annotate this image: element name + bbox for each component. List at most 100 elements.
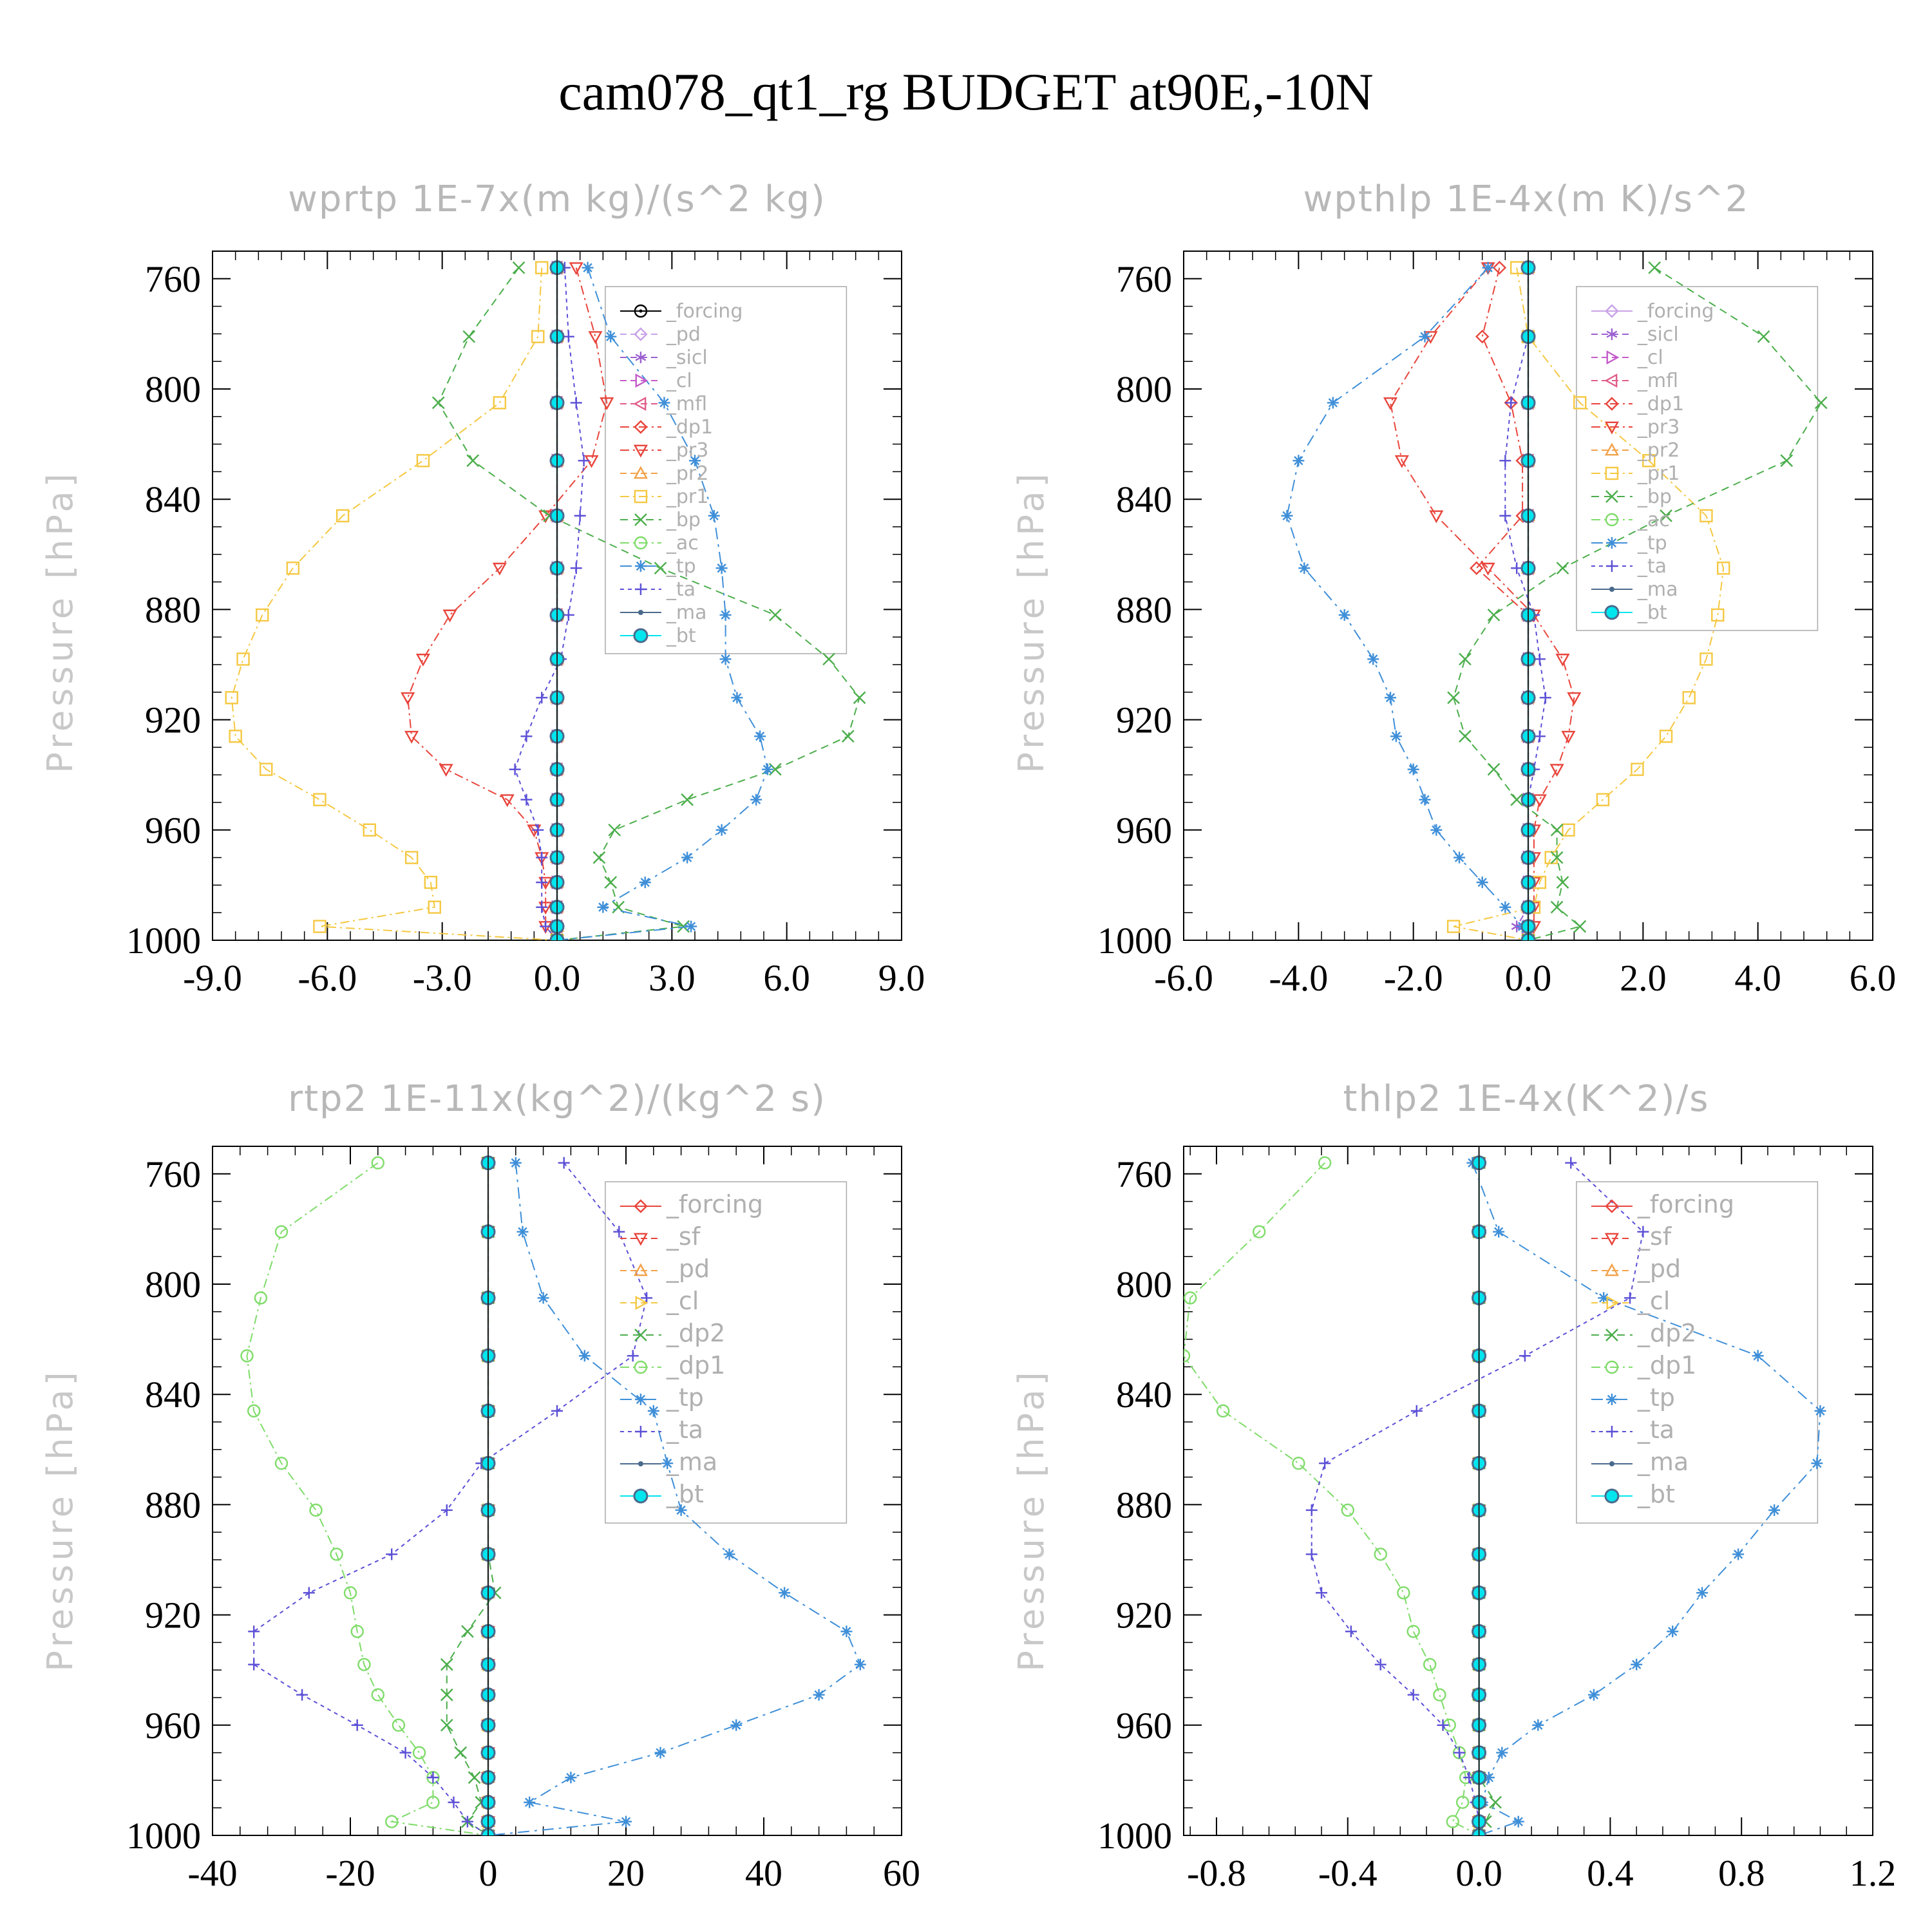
data-point-pr3: [1481, 562, 1495, 576]
legend-marker: [1605, 490, 1618, 503]
legend-marker: [1605, 1329, 1618, 1341]
legend-label: _forcing: [1637, 300, 1714, 323]
plot-frame: [1183, 1146, 1873, 1836]
y-tick-label: 840: [145, 1374, 201, 1416]
data-point-ta: [1319, 1457, 1331, 1470]
x-tick-label: -40: [187, 1852, 237, 1894]
data-point-pr1: [1631, 762, 1644, 776]
data-point-tp: [1419, 330, 1431, 343]
data-point-tp: [620, 1815, 632, 1828]
data-point-dp1: [1292, 1456, 1305, 1470]
legend-marker: [1605, 304, 1619, 318]
legend-label: _mfl: [666, 393, 707, 415]
y-tick-label: 840: [1116, 1374, 1172, 1416]
data-point-pr3: [600, 397, 614, 410]
legend-marker: [1605, 466, 1619, 480]
legend-marker: [634, 1329, 647, 1341]
data-point-ta: [540, 920, 552, 933]
data-point-ta: [1374, 1658, 1387, 1671]
legend-label: _pr1: [1637, 462, 1680, 485]
legend-label: _ma: [1637, 578, 1678, 601]
legend-marker: [638, 1461, 643, 1466]
data-point-dp1: [343, 1586, 357, 1600]
data-point-ta: [551, 1405, 563, 1417]
data-point-bp: [841, 730, 855, 743]
legend-marker: [1604, 373, 1618, 388]
legend-marker: [1605, 397, 1619, 411]
data-point-ta: [1499, 509, 1511, 522]
panel-thlp2: thlp2 1E-4x(K^2)/s Pressure [hPa] -0.8 -0…: [1011, 1078, 1896, 1894]
data-point-pr1: [1596, 793, 1610, 806]
legend-marker: [635, 373, 649, 388]
data-point-bp: [466, 454, 480, 468]
series-line-tp: [1286, 267, 1529, 940]
data-point-pr1: [416, 454, 430, 468]
data-point-ta: [1505, 397, 1517, 409]
data-point-bp: [681, 793, 694, 806]
legend-label: _dp1: [666, 1351, 725, 1379]
data-point-pr1: [424, 875, 438, 889]
legend-label: _tp: [1637, 532, 1667, 554]
data-point-tp: [708, 509, 720, 522]
data-point-ta: [562, 330, 574, 343]
data-point-ta: [1407, 1689, 1419, 1701]
series-line-ta: [514, 267, 585, 940]
legend-marker: [1604, 605, 1620, 620]
legend-label: _dp1: [666, 416, 713, 439]
plot-area-thlp2: -0.8 -0.4 0.0 0.4 0.8 1.2 760 800 840 880 920 960 10…: [1097, 1146, 1896, 1894]
y-axis-label-thlp2: Pressure [hPa]: [1011, 1368, 1052, 1671]
y-tick-label: 1000: [126, 920, 201, 961]
data-point-dp1: [426, 1795, 440, 1809]
data-point-ta: [536, 692, 548, 704]
data-point-bp: [1757, 330, 1770, 343]
y-tick-label: 760: [145, 1153, 201, 1195]
y-tick-label: 760: [145, 258, 201, 300]
data-point-tp: [1499, 901, 1511, 913]
series-line-dp1: [1184, 1162, 1480, 1835]
data-point-dp1: [412, 1746, 426, 1759]
legend-marker: [1606, 328, 1618, 340]
legend-label: _ta: [666, 1416, 703, 1444]
data-point-tp: [1752, 1350, 1764, 1362]
data-point-ta: [351, 1719, 363, 1731]
data-point-tp: [779, 1587, 791, 1599]
x-tick-label: -0.8: [1187, 1852, 1246, 1894]
legend-label: _bt: [1637, 1480, 1675, 1508]
data-point-bp: [431, 396, 445, 410]
legend-label: _sicl: [666, 346, 708, 369]
data-point-bp: [1780, 454, 1794, 468]
x-tick-label: 4.0: [1734, 957, 1781, 999]
data-point-tp: [1327, 397, 1339, 409]
legend-marker: [1604, 1488, 1620, 1504]
panel-title-wpthlp: wpthlp 1E-4x(m K)/s^2: [1303, 178, 1749, 220]
series-line-ta: [1504, 267, 1546, 940]
data-point-ta: [303, 1587, 315, 1599]
x-tick-label: 0.0: [534, 957, 581, 999]
legend-marker: [634, 304, 648, 318]
x-tick-label: 6.0: [1850, 957, 1897, 999]
data-point-tp: [854, 1658, 866, 1671]
legend-marker: [1606, 1295, 1620, 1311]
data-point-pr1: [363, 823, 376, 837]
data-point-bp: [1556, 876, 1569, 889]
x-tick-label: 9.0: [878, 957, 925, 999]
data-point-ta: [562, 609, 574, 621]
legend-marker: [633, 1233, 648, 1246]
data-point-dp2: [1489, 1795, 1502, 1809]
legend-label: _pd: [666, 323, 701, 346]
y-tick-label: 840: [1116, 478, 1172, 520]
data-point-dp2: [440, 1688, 453, 1701]
data-point-tp: [658, 397, 670, 409]
data-point-tp: [1631, 1658, 1643, 1671]
data-point-pr3: [1561, 730, 1576, 744]
data-point-pr1: [1711, 608, 1725, 622]
legend-marker: [1609, 1461, 1615, 1466]
legend-label: _bt: [1637, 601, 1667, 624]
data-point-ta: [520, 793, 533, 806]
data-point-pr1: [1544, 851, 1558, 864]
x-tick-label: -0.4: [1318, 1852, 1378, 1894]
legend-box: [1576, 1181, 1819, 1524]
data-point-ta: [1539, 692, 1551, 704]
legend-label: _pr2: [1637, 439, 1680, 462]
